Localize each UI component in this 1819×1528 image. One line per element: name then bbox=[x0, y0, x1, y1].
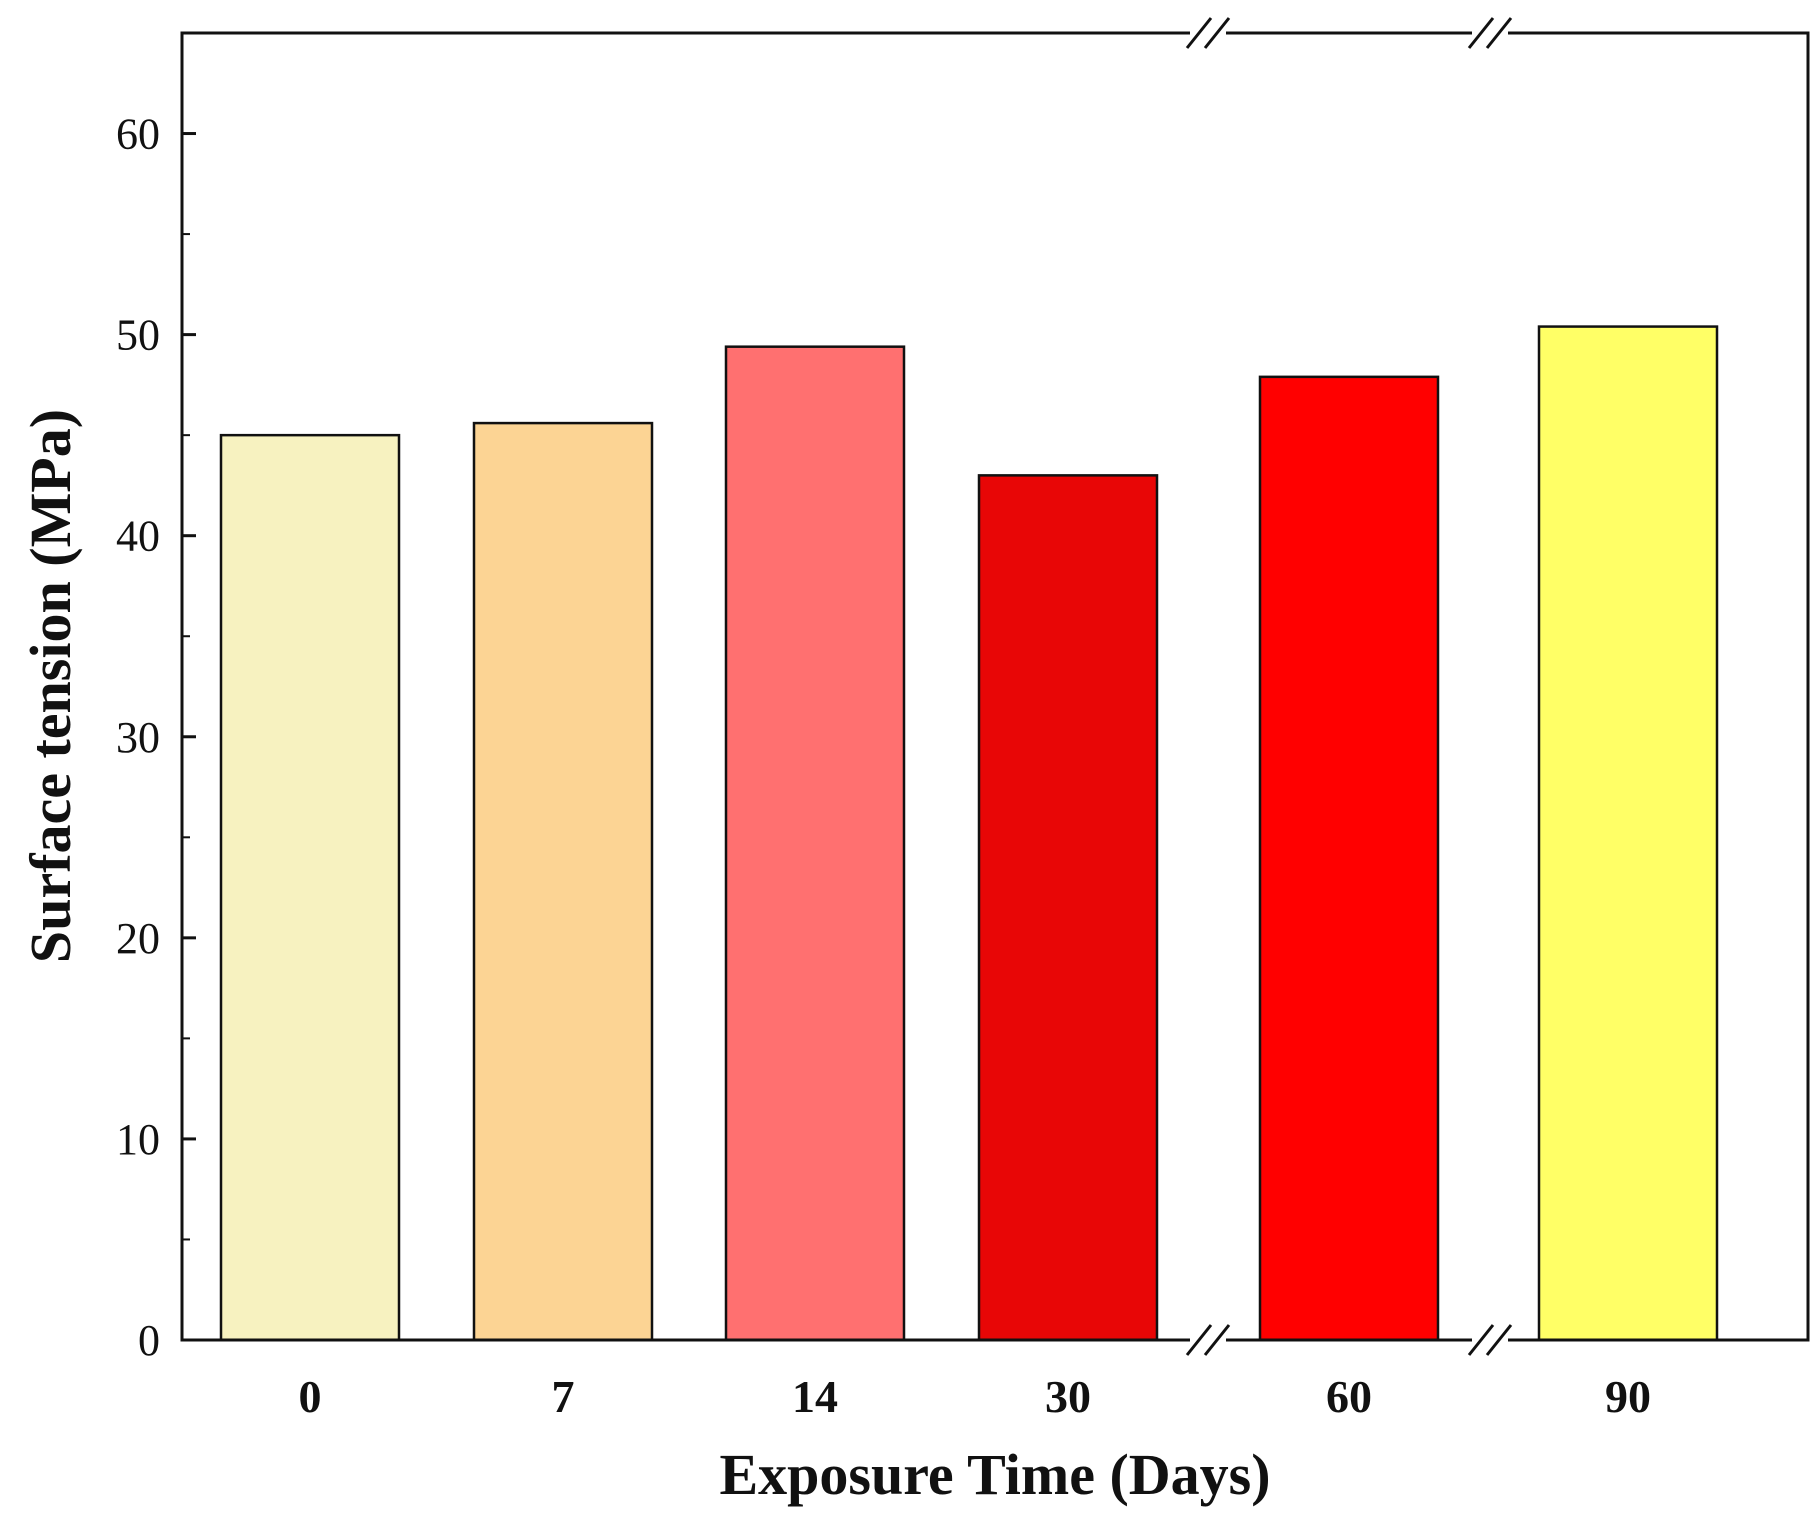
x-axis-ticks: 0 7 14 30 60 90 bbox=[299, 1371, 1652, 1422]
y-axis-ticks: 0 10 20 30 40 50 60 bbox=[116, 110, 196, 1365]
axis-break-slash bbox=[1203, 1324, 1231, 1356]
axis-break-gap bbox=[1472, 29, 1508, 37]
bar-0 bbox=[219, 433, 401, 1342]
y-tick-label: 0 bbox=[138, 1316, 160, 1365]
y-tick-label: 40 bbox=[116, 512, 160, 561]
bar-14 bbox=[724, 345, 906, 1342]
x-axis-title: Exposure Time (Days) bbox=[719, 1442, 1270, 1507]
axis-break-gap bbox=[1472, 1336, 1508, 1344]
axis-break-slash bbox=[1485, 17, 1513, 49]
axis-break-slash bbox=[1467, 17, 1495, 49]
axis-break-gap bbox=[1190, 29, 1226, 37]
bar-90 bbox=[1537, 325, 1719, 1342]
bar-30 bbox=[977, 474, 1159, 1342]
x-tick-label: 7 bbox=[552, 1371, 575, 1422]
x-tick-label: 90 bbox=[1605, 1371, 1651, 1422]
axis-break-gap bbox=[1190, 1336, 1226, 1344]
y-axis-title: Surface tension (MPa) bbox=[18, 409, 83, 963]
y-tick-label: 30 bbox=[116, 713, 160, 762]
axis-break-slash bbox=[1485, 1324, 1513, 1356]
bars-layer bbox=[219, 325, 1719, 1342]
bar-60 bbox=[1258, 375, 1440, 1342]
x-tick-label: 60 bbox=[1326, 1371, 1372, 1422]
axis-break-slash bbox=[1467, 1324, 1495, 1356]
x-tick-label: 30 bbox=[1045, 1371, 1091, 1422]
axis-break-slash bbox=[1185, 17, 1213, 49]
axis-break-slash bbox=[1203, 17, 1231, 49]
bar-7 bbox=[472, 421, 654, 1342]
y-tick-label: 20 bbox=[116, 914, 160, 963]
axis-break-marks bbox=[1185, 17, 1513, 1356]
plot-frame bbox=[180, 31, 1810, 1342]
y-tick-label: 50 bbox=[116, 311, 160, 360]
x-tick-label: 14 bbox=[792, 1371, 838, 1422]
y-tick-label: 60 bbox=[116, 110, 160, 159]
axis-break-slash bbox=[1185, 1324, 1213, 1356]
y-tick-label: 10 bbox=[116, 1115, 160, 1164]
x-tick-label: 0 bbox=[299, 1371, 322, 1422]
